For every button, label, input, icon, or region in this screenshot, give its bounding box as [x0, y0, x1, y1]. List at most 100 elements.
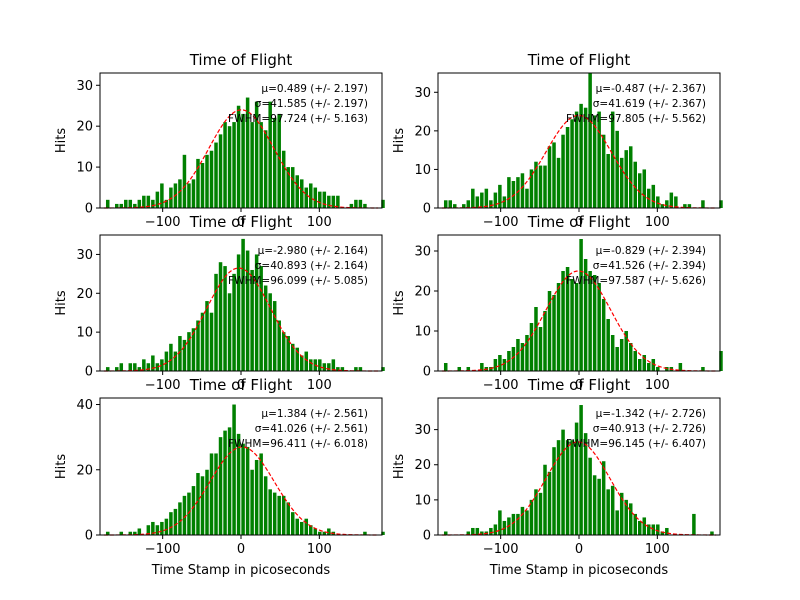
histogram-bar — [318, 531, 322, 535]
fit-annotation: FWHM=96.099 (+/- 5.085) — [228, 275, 368, 287]
histogram-bar — [687, 204, 692, 208]
histogram-bar — [516, 339, 520, 371]
histogram-bar — [173, 508, 178, 535]
histogram-bar — [552, 447, 556, 535]
fit-annotation: σ=40.913 (+/- 2.726) — [593, 423, 706, 435]
y-tick-label: 0 — [423, 365, 431, 380]
histogram-bar — [327, 363, 331, 371]
histogram-bar — [295, 347, 299, 371]
histogram-bar — [137, 367, 142, 371]
fit-annotation: μ=-1.342 (+/- 2.726) — [596, 408, 706, 420]
histogram-bar — [196, 320, 200, 371]
histogram-bar — [115, 367, 119, 371]
histogram-bar — [592, 475, 597, 535]
histogram-bar — [254, 459, 259, 535]
histogram-bar — [200, 312, 205, 371]
histogram-bar — [336, 195, 340, 208]
histogram-bar — [606, 489, 610, 535]
histogram-bar — [245, 97, 250, 208]
gaussian-fit-curve — [441, 270, 717, 372]
histogram-bars — [105, 238, 385, 371]
histogram-bar — [547, 291, 552, 371]
histogram-bar — [272, 492, 277, 535]
histogram-bar — [182, 495, 187, 535]
histogram-bar — [552, 295, 556, 371]
x-tick-label: 0 — [575, 215, 583, 230]
histogram-bar — [218, 262, 223, 371]
histogram-bar — [160, 359, 164, 371]
histogram-bar — [601, 461, 606, 535]
histogram-bar — [286, 167, 290, 208]
histogram-bar — [583, 433, 588, 535]
histogram-bars — [443, 73, 723, 208]
histogram-bar — [665, 200, 669, 208]
x-tick-label: −100 — [483, 542, 519, 557]
y-axis-label: Hits — [392, 290, 407, 315]
histogram-bar — [254, 101, 259, 208]
histogram-bar — [534, 307, 538, 371]
histogram-bar — [128, 363, 133, 371]
histogram-bar — [187, 332, 191, 371]
histogram-bar — [502, 196, 507, 208]
histogram-bar — [597, 283, 601, 371]
histogram-bar — [443, 200, 448, 208]
histogram-bar — [588, 457, 592, 535]
histogram-bar — [678, 363, 683, 371]
histogram-bar — [556, 157, 561, 208]
histogram-bar — [191, 179, 196, 208]
histogram-bar — [579, 239, 583, 371]
histogram-bar — [493, 359, 498, 371]
y-axis-label: Hits — [392, 128, 407, 153]
histogram-bar — [610, 111, 615, 208]
histogram-bar — [579, 405, 583, 535]
y-tick-label: 0 — [423, 202, 431, 217]
histogram-bar — [119, 203, 124, 208]
histogram-bar — [615, 130, 619, 208]
y-axis-label: Hits — [54, 128, 69, 153]
histogram-bar — [489, 367, 493, 371]
histogram-bar — [128, 531, 133, 535]
histogram-bar — [710, 531, 714, 535]
histogram-bar — [322, 363, 327, 371]
histogram-bar — [290, 167, 295, 208]
fit-annotation: FWHM=96.145 (+/- 6.407) — [566, 438, 706, 450]
histogram-bar — [647, 363, 651, 371]
x-axis-label: Time Stamp in picoseconds — [151, 563, 331, 578]
histogram-bar — [363, 531, 367, 535]
fit-annotation: μ=-2.980 (+/- 2.164) — [258, 245, 368, 257]
y-tick-label: 10 — [76, 326, 93, 341]
histogram-bar — [493, 192, 498, 208]
histogram-bar — [615, 347, 619, 371]
gaussian-fit-curve — [103, 267, 379, 372]
histogram-bar — [137, 199, 142, 208]
y-tick-label: 20 — [76, 463, 93, 478]
histogram-bar — [178, 179, 182, 208]
histogram-bar — [619, 157, 624, 208]
histogram-bar — [241, 238, 245, 371]
histogram-bar — [155, 363, 160, 371]
subplot-title: Time of Flight — [527, 376, 631, 394]
histogram-bar — [196, 473, 200, 535]
histogram-bar — [570, 279, 574, 371]
histogram-bar — [327, 528, 331, 535]
histogram-bar — [241, 443, 245, 535]
y-tick-label: 20 — [414, 458, 431, 473]
histogram-bar — [272, 118, 277, 208]
histogram-bar — [281, 332, 286, 371]
histogram-bar — [651, 359, 656, 371]
histogram-bar — [466, 531, 471, 535]
histogram-bar — [250, 122, 254, 208]
histogram-bar — [660, 204, 665, 208]
histogram-bar — [286, 336, 290, 371]
histogram-bar — [633, 161, 637, 208]
histogram-bar — [628, 146, 633, 208]
histogram-bar — [502, 359, 507, 371]
histogram-bar — [241, 113, 245, 208]
fit-annotation: σ=41.619 (+/- 2.367) — [593, 98, 706, 110]
histogram-bar — [164, 518, 169, 535]
histogram-bar — [214, 142, 218, 208]
histogram-bar — [259, 266, 263, 371]
histogram-bar — [155, 191, 160, 208]
histogram-bar — [218, 437, 223, 535]
histogram-bar — [236, 254, 241, 371]
